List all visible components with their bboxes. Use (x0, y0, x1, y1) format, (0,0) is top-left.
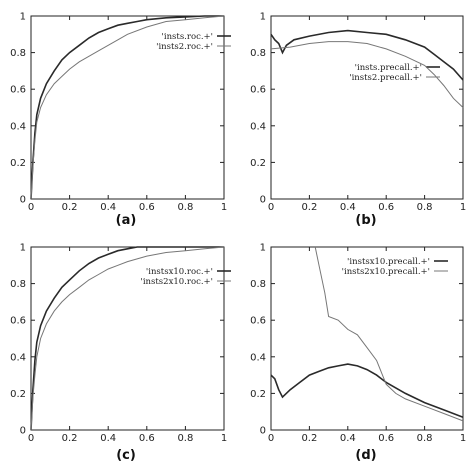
legend-label: 'instsx10.roc.+' (146, 267, 213, 277)
y-tick-label: 0 (20, 195, 26, 206)
series-line-1 (270, 29, 464, 81)
series-line-2 (314, 246, 464, 422)
series-line-2 (30, 246, 225, 431)
x-tick-label: 0.4 (100, 202, 116, 213)
panel-label: (d) (355, 448, 376, 463)
y-tick-label: 0.2 (10, 158, 26, 169)
x-tick-label: 0.2 (301, 433, 317, 444)
panel-c: 0 0.2 0.4 0.6 0.8 1 0 0.2 0.4 0.6 0.8 1 'instsx10.ro… (10, 243, 231, 463)
series-line-1 (30, 15, 224, 200)
legend-label: 'insts2.precall.+' (349, 73, 422, 83)
x-tick-label: 0 (28, 433, 34, 444)
y-tick-label: 0.8 (10, 48, 26, 59)
legend-label: 'insts2.roc.+' (156, 42, 213, 52)
x-tick-label: 0.6 (378, 202, 394, 213)
panel-d: 0 0.2 0.4 0.6 0.8 1 0 0.2 0.4 0.6 0.8 1 'instsx10.pr… (250, 243, 466, 464)
legend-label: 'insts2x10.precall.+' (342, 267, 430, 277)
x-tick-label: 0 (268, 202, 274, 213)
legend-label: 'insts.roc.+' (162, 32, 213, 42)
x-tick-label: 0.4 (340, 202, 356, 213)
y-tick-label: 0.4 (10, 352, 26, 363)
series-line-1 (270, 363, 464, 418)
y-tick-label: 0 (20, 426, 26, 437)
x-tick-label: 0.2 (62, 202, 78, 213)
legend-label: 'instsx10.precall.+' (347, 257, 430, 267)
x-tick-label: 0.8 (177, 202, 193, 213)
y-tick-label: 1 (260, 243, 266, 254)
x-tick-label: 0 (28, 202, 34, 213)
y-tick-label: 1 (20, 12, 26, 23)
series-line-2 (30, 15, 225, 200)
y-tick-label: 0.6 (10, 85, 26, 96)
y-tick-label: 0.6 (250, 316, 266, 327)
plot-frame (30, 15, 225, 200)
y-tick-label: 0.4 (10, 121, 26, 132)
y-tick-label: 0.4 (250, 121, 266, 132)
legend-label: 'insts.precall.+' (355, 63, 422, 73)
series-line-2 (270, 41, 464, 108)
y-tick-label: 0.2 (250, 389, 266, 400)
panel-label: (c) (116, 448, 136, 463)
y-tick-label: 0.2 (250, 158, 266, 169)
plot-frame (30, 246, 225, 431)
x-tick-label: 0.8 (177, 433, 193, 444)
x-tick-label: 0.4 (340, 433, 356, 444)
legend-label: 'insts2x10.roc.+' (141, 277, 214, 287)
panel-label: (a) (116, 213, 137, 228)
y-tick-label: 0.8 (250, 48, 266, 59)
x-tick-label: 1 (221, 433, 227, 444)
x-tick-label: 0.4 (100, 433, 116, 444)
series-line-1 (30, 246, 224, 431)
x-tick-label: 0.6 (139, 433, 155, 444)
y-tick-label: 0.2 (10, 389, 26, 400)
plot-frame (270, 246, 464, 431)
panel-a: 0 0.2 0.4 0.6 0.8 1 0 0.2 0.4 0.6 0.8 1 'insts.roc.+… (10, 12, 231, 228)
x-tick-label: 1 (460, 202, 466, 213)
y-tick-label: 0 (260, 426, 266, 437)
panel-b: 0 0.2 0.4 0.6 0.8 1 0 0.2 0.4 0.6 0.8 1 'insts.preca… (250, 12, 466, 229)
y-tick-label: 0.6 (250, 85, 266, 96)
y-tick-label: 0.4 (250, 352, 266, 363)
x-tick-label: 0.8 (417, 433, 433, 444)
y-tick-label: 0.8 (250, 279, 266, 290)
x-tick-label: 1 (221, 202, 227, 213)
y-tick-label: 1 (260, 12, 266, 23)
x-tick-label: 0.2 (301, 202, 317, 213)
panel-label: (b) (355, 213, 376, 228)
y-tick-label: 0.8 (10, 279, 26, 290)
x-tick-label: 0.2 (62, 433, 78, 444)
y-tick-label: 0 (260, 195, 266, 206)
x-tick-label: 1 (460, 433, 466, 444)
x-tick-label: 0.8 (417, 202, 433, 213)
x-tick-label: 0.6 (378, 433, 394, 444)
x-tick-label: 0 (268, 433, 274, 444)
y-tick-label: 0.6 (10, 316, 26, 327)
y-tick-label: 1 (20, 243, 26, 254)
x-tick-label: 0.6 (139, 202, 155, 213)
